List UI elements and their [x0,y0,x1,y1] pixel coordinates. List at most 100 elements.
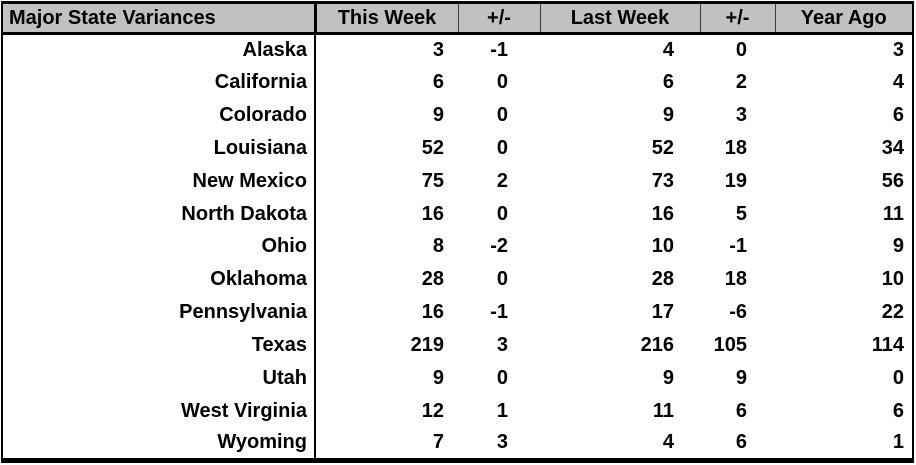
value-cell: 6 [432,71,444,94]
value-cell: 0 [496,268,508,291]
value-cell: 5 [735,202,747,225]
value-cell: 19 [724,169,747,192]
value-cell: 9 [662,104,674,127]
column-header-last-week: Last Week [539,2,700,35]
table-row: Pennsylvania 16 -1 17 -6 22 [2,296,913,330]
table-row: Colorado 9 0 9 3 6 [2,99,913,133]
value-cell: 11 [652,399,674,422]
value-cell: 219 [410,334,444,357]
table-row: Alaska 3 -1 4 0 3 [2,33,913,67]
table-row: Texas 219 3 216 105 114 [2,329,913,362]
value-cell: 16 [421,301,444,324]
value-cell: -1 [729,235,747,258]
value-cell: 3 [496,431,508,454]
value-cell: -1 [490,301,508,324]
value-cell: 114 [871,334,904,357]
value-cell: 52 [651,136,674,159]
value-cell: 12 [421,399,444,422]
column-header-year-ago: Year Ago [774,2,913,35]
value-cell: 10 [881,268,904,291]
value-cell: 2 [735,71,747,94]
value-cell: 18 [724,268,747,291]
value-cell: 8 [432,235,444,258]
value-cell: 9 [662,366,674,389]
value-cell: 0 [496,104,508,127]
value-cell: 7 [432,431,444,454]
table-row: California 6 0 6 2 4 [2,66,913,100]
state-name-cell: New Mexico [2,164,316,198]
value-cell: 6 [735,399,747,422]
value-cell: 3 [735,104,747,127]
value-cell: 0 [496,71,508,94]
value-cell: 18 [724,136,747,159]
value-cell: 9 [432,104,444,127]
table-row: New Mexico 75 2 73 19 56 [2,164,913,198]
value-cell: 0 [496,136,508,159]
table-row: Wyoming 7 3 4 6 1 [2,427,913,461]
table-body: Alaska 3 -1 4 0 3 California 6 0 6 2 4 Colorado 9 0 9 3 6… [2,33,913,461]
value-cell: 4 [662,431,674,454]
table-row: Utah 9 0 9 9 0 [2,361,913,395]
state-name-cell: Wyoming [2,427,316,461]
table-row: Ohio 8 -2 10 -1 9 [2,230,913,264]
value-cell: 10 [651,235,674,258]
table-row: Louisiana 52 0 52 18 34 [2,132,913,165]
value-cell: 216 [640,334,674,357]
state-name-cell: North Dakota [2,197,316,231]
column-header-this-week: This Week [315,2,458,35]
state-name-cell: Colorado [2,99,316,133]
state-name-cell: Alaska [2,33,316,67]
value-cell: 28 [651,268,674,291]
value-cell: 73 [651,169,674,192]
table-title: Major State Variances [2,2,317,35]
value-cell: 75 [421,169,444,192]
value-cell: 9 [735,366,747,389]
value-cell: 6 [735,431,747,454]
value-cell: 6 [892,399,904,422]
value-cell: 0 [735,39,747,62]
value-cell: 17 [651,301,674,324]
value-cell: 9 [432,366,444,389]
value-cell: 22 [881,301,904,324]
value-cell: 3 [432,39,444,62]
value-cell: 6 [892,104,904,127]
value-cell: 3 [892,39,904,62]
value-cell: -1 [490,39,508,62]
value-cell: 1 [496,399,508,422]
value-cell: 28 [421,268,444,291]
value-cell: 56 [881,169,904,192]
table-row: North Dakota 16 0 16 5 11 [2,197,913,231]
state-name-cell: Oklahoma [2,263,316,297]
table-row: West Virginia 12 1 11 6 6 [2,394,913,428]
state-name-cell: West Virginia [2,394,316,428]
column-header-change-1: +/- [457,2,540,35]
state-name-cell: Ohio [2,230,316,264]
value-cell: 34 [881,136,904,159]
value-cell: -2 [490,235,508,258]
value-cell: 0 [496,366,508,389]
table-row: Oklahoma 28 0 28 18 10 [2,263,913,297]
value-cell: 16 [651,202,674,225]
state-name-cell: Texas [2,329,316,362]
value-cell: 2 [496,169,508,192]
value-cell: 4 [892,71,904,94]
state-name-cell: Utah [2,361,316,395]
header-row: Major State Variances This Week +/- Last… [2,2,913,35]
value-cell: 1 [892,431,904,454]
value-cell: -6 [729,301,747,324]
value-cell: 105 [713,334,747,357]
value-cell: 0 [496,202,508,225]
state-name-cell: Louisiana [2,132,316,165]
column-header-change-2: +/- [699,2,775,35]
value-cell: 6 [662,71,674,94]
value-cell: 0 [892,366,904,389]
state-name-cell: California [2,66,316,100]
value-cell: 4 [662,39,674,62]
value-cell: 3 [496,334,508,357]
value-cell: 11 [882,202,904,225]
value-cell: 9 [892,235,904,258]
value-cell: 16 [421,202,444,225]
table-header: Major State Variances This Week +/- Last… [2,2,913,35]
value-cell: 52 [421,136,444,159]
